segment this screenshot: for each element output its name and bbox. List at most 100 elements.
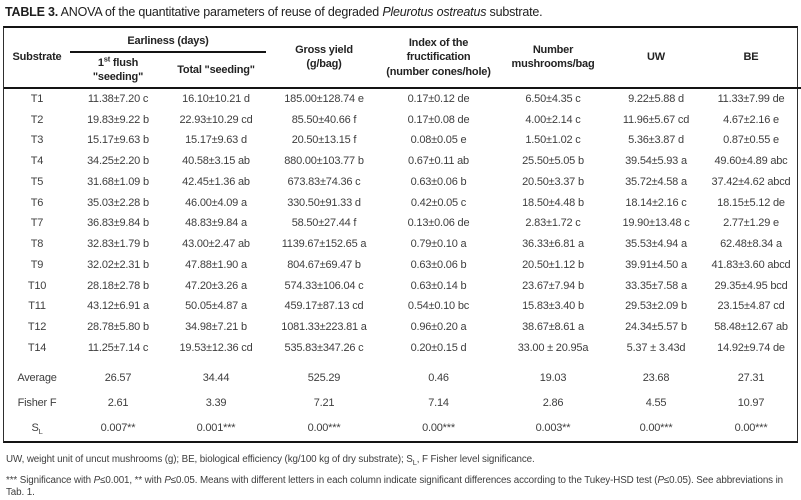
table-row: T1 11.38±7.20 c 16.10±10.21 d 185.00±128… (4, 88, 801, 110)
col-header-total-seeding: Total "seeding" (177, 63, 255, 76)
uw-cell: 5.36±3.87 d (628, 134, 684, 147)
table-row: T9 32.02±2.31 b 47.88±1.90 a 804.67±69.4… (4, 255, 801, 276)
first-flush-cell: 32.02±2.31 b (87, 258, 149, 271)
fructification-index-cell: 0.63±0.06 b (410, 258, 467, 271)
total-seeding-cell: 47.88±1.90 a (185, 258, 247, 271)
mushrooms-cell: 25.50±5.05 b (522, 155, 584, 168)
gross-yield-cell: 525.29 (307, 372, 341, 385)
substrate-cell: T8 (30, 238, 44, 251)
be-cell: 41.83±3.60 abcd (711, 258, 791, 271)
gross-yield-cell: 85.50±40.66 f (291, 113, 357, 126)
uw-cell: 5.37 ± 3.43d (626, 341, 686, 354)
total-seeding-cell: 48.83±9.84 a (185, 217, 247, 230)
fructification-index-cell: 0.67±0.11 ab (408, 155, 469, 168)
be-cell: 11.33±7.99 de (717, 92, 785, 105)
uw-cell: 4.55 (645, 396, 667, 409)
table-body: T1 11.38±7.20 c 16.10±10.21 d 185.00±128… (4, 88, 801, 359)
total-seeding-cell: 16.10±10.21 d (182, 92, 250, 105)
footnote-sig-text-4: ≤0.05). See abbreviations in Tab. 1. (6, 474, 784, 499)
first-flush-cell: 26.57 (104, 372, 132, 385)
fructification-index-cell: 0.46 (428, 372, 449, 385)
uw-cell: 33.35±7.58 a (625, 279, 687, 292)
mushrooms-cell: 0.003** (535, 421, 571, 434)
gross-yield-cell: 7.21 (313, 396, 335, 409)
gross-yield-cell: 1139.67±152.65 a (281, 238, 367, 251)
mushrooms-cell: 2.83±1.72 c (525, 217, 581, 230)
anova-table-box: Substrate Earliness (days) Gross yield (… (3, 25, 801, 443)
mushrooms-cell: 18.50±4.48 b (522, 196, 584, 209)
mushrooms-cell: 4.00±2.14 c (525, 113, 581, 126)
be-cell: 58.48±12.67 ab (714, 321, 788, 334)
table-row: T3 15.17±9.63 b 15.17±9.63 d 20.50±13.15… (4, 131, 801, 152)
col-header-gross-yield: Gross yield (g/bag) (295, 44, 353, 71)
total-seeding-cell: 50.05±4.87 a (185, 300, 247, 313)
table-caption-suffix: substrate. (486, 5, 543, 19)
be-cell: 62.48±8.34 a (720, 238, 782, 251)
table-row: T5 31.68±1.09 b 42.45±1.36 ab 673.83±74.… (4, 172, 801, 193)
footnote-sig-p-1: P (93, 474, 101, 486)
gross-yield-cell: 1081.33±223.81 a (281, 321, 367, 334)
table-header: Substrate Earliness (days) Gross yield (… (4, 27, 801, 89)
fructification-index-cell: 0.08±0.05 e (410, 134, 467, 147)
mushrooms-cell: 20.50±1.12 b (522, 258, 584, 271)
table-row: SL 0.007** 0.001*** 0.00*** 0.00*** 0.00… (4, 416, 801, 441)
fructification-index-cell: 0.00*** (422, 421, 455, 434)
table-row: Average 26.57 34.44 525.29 0.46 19.03 23… (4, 359, 801, 391)
substrate-cell: T1 (30, 92, 44, 105)
first-flush-ordinal: st (103, 54, 111, 64)
col-group-earliness: Earliness (days) (70, 27, 266, 53)
substrate-cell: T3 (30, 134, 44, 147)
gross-yield-cell: 330.50±91.33 d (287, 196, 361, 209)
first-flush-cell: 0.007** (100, 421, 136, 434)
fructification-index-cell: 0.79±0.10 a (410, 238, 467, 251)
footnote-sig-text-3: ≤0.05. Means with different letters in e… (170, 474, 658, 486)
uw-cell: 39.54±5.93 a (625, 155, 687, 168)
table-footnotes: UW, weight unit of uncut mushrooms (g); … (3, 443, 798, 500)
table-row: Fisher F 2.61 3.39 7.21 7.14 2.86 4.55 1… (4, 391, 801, 416)
substrate-cell: T7 (30, 217, 44, 230)
table-row: T8 32.83±1.79 b 43.00±2.47 ab 1139.67±15… (4, 235, 801, 256)
col-header-fructification-index: Index of the fructification (number cone… (386, 37, 491, 78)
uw-cell: 11.96±5.67 cd (622, 113, 690, 126)
be-cell: 18.15±5.12 de (717, 196, 785, 209)
first-flush-number: 1 (97, 56, 104, 69)
total-seeding-cell: 47.20±3.26 a (185, 279, 247, 292)
total-seeding-cell: 34.44 (202, 372, 230, 385)
first-flush-cell: 36.83±9.84 b (87, 217, 149, 230)
uw-cell: 39.91±4.50 a (625, 258, 687, 271)
be-cell: 23.15±4.87 cd (717, 300, 785, 313)
table-row: T14 11.25±7.14 c 19.53±12.36 cd 535.83±3… (4, 338, 801, 359)
first-flush-cell: 11.38±7.20 c (87, 92, 149, 105)
table-row: T10 28.18±2.78 b 47.20±3.26 a 574.33±106… (4, 276, 801, 297)
be-cell: 4.67±2.16 e (723, 113, 779, 126)
footnote-significance: *** Significance with P≤0.001, ** with P… (6, 475, 795, 500)
uw-cell: 35.53±4.94 a (625, 238, 687, 251)
first-flush-cell: 19.83±9.22 b (87, 113, 149, 126)
total-seeding-cell: 40.58±3.15 ab (182, 155, 250, 168)
footnote-abbreviations: UW, weight unit of uncut mushrooms (g); … (6, 454, 795, 467)
total-seeding-cell: 15.17±9.63 d (185, 134, 247, 147)
first-flush-cell: 28.18±2.78 b (87, 279, 149, 292)
gross-yield-cell: 0.00*** (307, 421, 341, 434)
uw-cell: 18.14±2.16 c (625, 196, 687, 209)
substrate-cell: T12 (27, 321, 47, 334)
table-row: T7 36.83±9.84 b 48.83±9.84 a 58.50±27.44… (4, 214, 801, 235)
fructification-index-cell: 0.42±0.05 c (410, 196, 467, 209)
total-seeding-cell: 34.98±7.21 b (185, 321, 247, 334)
footnote-sig-p-2: P (164, 474, 171, 486)
summary-row-label: SL (31, 421, 43, 436)
be-cell: 49.60±4.89 abc (714, 155, 788, 168)
total-seeding-cell: 0.001*** (196, 421, 236, 434)
uw-cell: 24.34±5.57 b (625, 321, 687, 334)
fructification-index-cell: 0.54±0.10 bc (407, 300, 470, 313)
footnote-abbrev-text: UW, weight unit of uncut mushrooms (g); … (6, 453, 413, 465)
fructification-index-cell: 0.13±0.06 de (407, 217, 470, 230)
first-flush-cell: 34.25±2.20 b (87, 155, 149, 168)
gross-yield-cell: 459.17±87.13 cd (284, 300, 364, 313)
gross-yield-cell: 58.50±27.44 f (291, 217, 357, 230)
summary-row-label: Fisher F (17, 396, 57, 409)
gross-yield-cell: 185.00±128.74 e (284, 92, 364, 105)
gross-yield-cell: 804.67±69.47 b (287, 258, 361, 271)
table-caption-text: ANOVA of the quantitative parameters of … (58, 5, 383, 19)
